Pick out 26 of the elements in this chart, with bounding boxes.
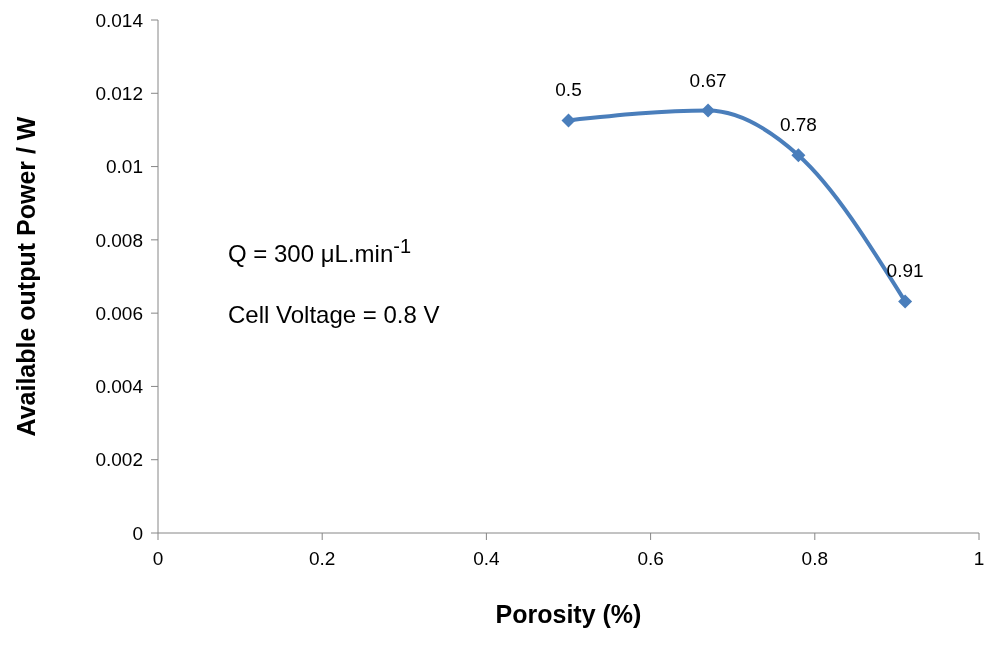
x-tick-label: 1 — [973, 548, 985, 570]
x-tick-label: 0.2 — [308, 548, 336, 570]
y-tick-label: 0.014 — [95, 9, 144, 31]
point — [898, 294, 913, 309]
annotation: Cell Voltage = 0.8 V — [228, 301, 440, 329]
point — [701, 103, 716, 118]
x-tick-label: 0.4 — [473, 548, 501, 570]
annotation: 0.91 — [886, 260, 924, 282]
annotation: 0.5 — [555, 79, 582, 101]
annotation: Q = 300 μL.min$^{-1}$ — [228, 235, 412, 268]
point — [561, 113, 576, 128]
x-tick-label: 0.8 — [801, 548, 829, 570]
y-tick-label: 0.004 — [95, 376, 144, 398]
x-tick-label: 0.6 — [637, 548, 664, 570]
x-tick-label: 0 — [152, 548, 164, 570]
y-tick-label: 0.012 — [95, 83, 143, 105]
y-tick-label: 0 — [132, 522, 143, 544]
y-tick-label: 0.006 — [95, 302, 143, 324]
point — [791, 148, 806, 163]
annotation: 0.78 — [779, 114, 817, 136]
y-tick-label: 0.01 — [106, 156, 143, 178]
y-axis-title: Available output Power / W — [11, 116, 40, 437]
x-axis-title: Porosity (%) — [495, 600, 642, 628]
y-tick-label: 0.008 — [95, 229, 143, 251]
annotation: 0.67 — [689, 69, 727, 91]
y-tick-label: 0.002 — [95, 449, 143, 471]
